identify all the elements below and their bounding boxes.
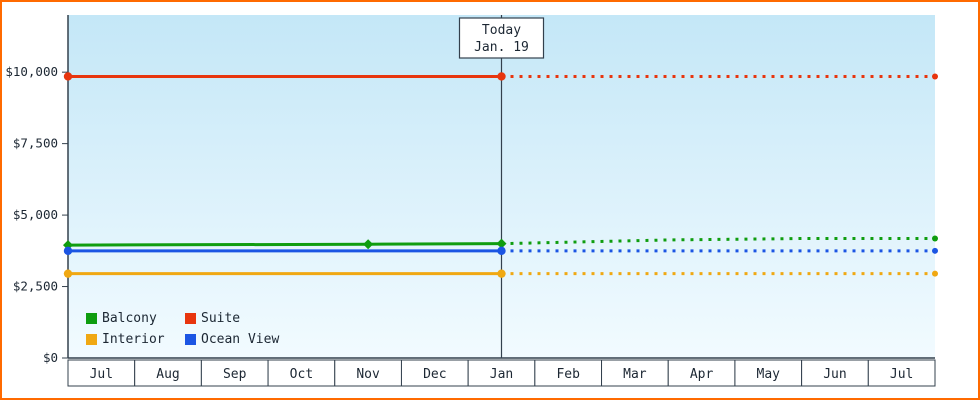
- series-marker-suite[interactable]: [63, 72, 73, 81]
- interior-swatch-icon: [86, 334, 97, 345]
- legend-label-suite: Suite: [201, 311, 241, 326]
- month-label: Sep: [223, 367, 247, 382]
- series-end-marker-balcony[interactable]: [932, 235, 938, 242]
- series-end-marker-suite[interactable]: [932, 73, 938, 80]
- series-end-marker-ocean-view[interactable]: [932, 247, 938, 254]
- month-cell: [200, 359, 269, 387]
- series-line-balcony: [67, 242, 502, 247]
- legend: Balcony Suite Interior Ocean View: [86, 311, 279, 347]
- y-tick-label: $5,000: [13, 207, 58, 222]
- month-cell: [134, 359, 202, 387]
- y-tick-label: $10,000: [5, 64, 58, 79]
- series-marker-ocean-view[interactable]: [63, 246, 73, 256]
- month-cell: [601, 359, 669, 387]
- month-cell: [467, 359, 536, 387]
- legend-label-interior: Interior: [102, 332, 165, 347]
- legend-item-ocean-view[interactable]: Ocean View: [185, 332, 279, 347]
- month-label: Nov: [356, 367, 380, 382]
- legend-label-balcony: Balcony: [102, 311, 157, 326]
- month-cell: [801, 359, 869, 387]
- y-tick-label: $2,500: [13, 279, 58, 294]
- legend-item-balcony[interactable]: Balcony: [86, 311, 185, 326]
- month-label: Jul: [90, 367, 113, 382]
- month-label: Feb: [556, 367, 580, 382]
- today-label-line2: Jan. 19: [474, 40, 529, 55]
- month-cell: [334, 359, 402, 387]
- series-marker-interior[interactable]: [63, 269, 73, 278]
- month-cell: [667, 359, 736, 387]
- y-tick-label: $7,500: [13, 136, 58, 151]
- month-label: Oct: [290, 367, 313, 382]
- series-marker-interior[interactable]: [497, 269, 506, 278]
- series-forecast-line-balcony: [501, 237, 935, 246]
- month-label: Apr: [690, 367, 714, 382]
- today-label-box: [458, 17, 545, 59]
- balcony-swatch-icon: [86, 313, 97, 324]
- month-cell: [267, 359, 336, 387]
- month-label: Dec: [423, 367, 446, 382]
- series-end-marker-interior[interactable]: [932, 270, 938, 277]
- series-marker-ocean-view[interactable]: [497, 246, 506, 256]
- legend-item-interior[interactable]: Interior: [86, 332, 185, 347]
- month-label: Mar: [623, 367, 647, 382]
- month-label: Jan: [490, 367, 513, 382]
- legend-item-suite[interactable]: Suite: [185, 311, 279, 326]
- month-label: Jun: [823, 367, 846, 382]
- series-marker-suite[interactable]: [497, 72, 506, 81]
- month-cell: [67, 359, 136, 387]
- series-marker-balcony[interactable]: [496, 238, 507, 249]
- month-label: Aug: [156, 367, 179, 382]
- month-cell: [867, 359, 936, 387]
- month-label: May: [757, 367, 781, 382]
- legend-label-ocean-view: Ocean View: [201, 332, 280, 347]
- y-tick-label: $0: [43, 350, 58, 365]
- month-cell: [534, 359, 603, 387]
- suite-swatch-icon: [185, 313, 196, 324]
- month-cell: [400, 359, 469, 387]
- month-label: Jul: [890, 367, 913, 382]
- ocean-view-swatch-icon: [185, 334, 196, 345]
- today-label-line1: Today: [482, 23, 521, 38]
- series-marker-balcony[interactable]: [363, 239, 374, 250]
